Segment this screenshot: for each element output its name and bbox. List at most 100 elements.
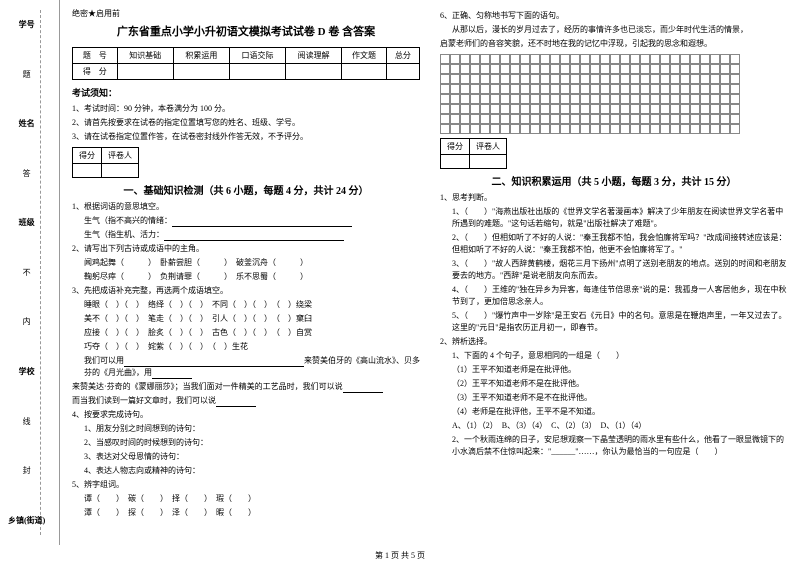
blank[interactable]: [172, 218, 352, 227]
q1-5b: 潭（ ） 探（ ） 泽（ ） 暇（ ）: [72, 507, 420, 519]
q2-1: 1、思考判断。: [440, 192, 788, 204]
q2-1c: 3、（ ）"故人西辞黄鹤楼，烟花三月下扬州"点明了送别老朋友的地点。送别的时间和…: [440, 258, 788, 282]
q1-3b: 美不（ ）（ ） 笔走（ ）（ ） 引人（ ）（ ） （ ）窠臼: [72, 313, 420, 325]
part2-title: 二、知识积累运用（共 5 小题，每题 3 分，共计 15 分）: [440, 173, 788, 188]
q2-1a: 1、（ ）"海燕出版社出版的《世界文学名著漫画本》解决了少年朋友在阅读世界文学名…: [440, 206, 788, 230]
q1-4b: 2、当感叹时间的时候想到的诗句：: [72, 437, 420, 449]
q1-3g-text: 来赞美达·芬奇的《蒙娜丽莎》；当我们面对一件精美的工艺品时，我们可以说: [72, 382, 343, 391]
notice-2: 2、请首先按要求在试卷的指定位置填写您的姓名、班级、学号。: [72, 117, 420, 129]
q1-1: 1、根据词语的意思填空。: [72, 201, 420, 213]
q2-2: 2、辨析选择。: [440, 336, 788, 348]
margin-char-nei: 内: [23, 316, 31, 327]
score-row-label: 得 分: [73, 64, 118, 80]
margin-xuehao: 学号: [19, 19, 35, 30]
q1-1b: 生气（指生机、活力：: [72, 229, 420, 241]
q2-2c: （2）王平不知道老师不是在批评他。: [440, 378, 788, 390]
q1-3d: 巧夺（ ）（ ） 姹紫（ ）（ ） （ ）生花: [72, 341, 420, 353]
blank[interactable]: [164, 232, 344, 241]
score-cell[interactable]: [173, 64, 229, 80]
grade-cell[interactable]: [470, 155, 507, 169]
margin-char-ti: 题: [23, 69, 31, 80]
q1-2a: 闻鸡起舞（ ） 卧薪尝胆（ ） 破釜沉舟（ ）: [72, 257, 420, 269]
q2-1e: 5、（ ）"爆竹声中一岁除"是王安石《元日》中的名句。意思是在鞭炮声里，一年又过…: [440, 310, 788, 334]
margin-labels: 学号 题 姓名 答 班级 不 内 学校 线 封 乡镇(街道): [8, 0, 45, 545]
seal-text: 绝密★启用前: [72, 8, 420, 19]
margin-char-da: 答: [23, 168, 31, 179]
score-cell[interactable]: [117, 64, 173, 80]
margin-xiangzhen: 乡镇(街道): [8, 515, 45, 526]
q2-2a: 1、下面的 4 个句子，意思相同的一组是（ ）: [440, 350, 788, 362]
notice-3: 3、请在试卷指定位置作答，在试卷密封线外作答无效，不予评分。: [72, 131, 420, 143]
page-footer: 第 1 页 共 5 页: [0, 550, 800, 561]
score-h1: 知识基础: [117, 48, 173, 64]
notice-1: 1、考试时间：90 分钟，本卷满分为 100 分。: [72, 103, 420, 115]
q1-2: 2、请写出下列古诗或成语中的主角。: [72, 243, 420, 255]
grade-score-label: 得分: [73, 148, 102, 164]
left-column: 绝密★启用前 广东省重点小学小升初语文模拟考试试卷 D 卷 含答案 题 号 知识…: [72, 8, 420, 545]
q1-1a: 生气（指不高兴的情绪：: [72, 215, 420, 227]
q2-2f: A、（1）（2） B、（3）（4） C、（2）（3） D、（1）（4）: [440, 420, 788, 432]
margin-char-xian: 线: [23, 416, 31, 427]
score-cell[interactable]: [286, 64, 342, 80]
q1-3h-text: 而当我们读到一篇好文章时，我们可以说: [72, 396, 216, 405]
margin-char-feng: 封: [23, 465, 31, 476]
q1-3c: 应接（ ）（ ） 脍炙（ ）（ ） 古色（ ）（ ） （ ）自赏: [72, 327, 420, 339]
q2-2g: 2、一个秋雨连绵的日子，安尼想观察一下晶莹透明的雨水里有些什么，他看了一眼显微镜…: [440, 434, 788, 458]
margin-banji: 班级: [19, 217, 35, 228]
grade-marker-label: 评卷人: [470, 139, 507, 155]
q2-2b: （1）王平不知道老师是在批评他。: [440, 364, 788, 376]
q2-1d: 4、（ ）王维的"独在异乡为异客，每逢佳节倍思亲"说的是：我孤身一人客居他乡，现…: [440, 284, 788, 308]
binding-margin: 学号 题 姓名 答 班级 不 内 学校 线 封 乡镇(街道): [0, 0, 60, 545]
score-h2: 积累运用: [173, 48, 229, 64]
q2-2e: （4）老师是在批评他，王平不是不知道。: [440, 406, 788, 418]
grade-cell[interactable]: [441, 155, 470, 169]
q2-6: 6、正确、匀称地书写下面的语句。: [440, 10, 788, 22]
part1-title: 一、基础知识检测（共 6 小题，每题 4 分，共计 24 分）: [72, 182, 420, 197]
exam-title: 广东省重点小学小升初语文模拟考试试卷 D 卷 含答案: [72, 23, 420, 39]
score-cell[interactable]: [342, 64, 387, 80]
score-h3: 口语交际: [229, 48, 285, 64]
score-cell[interactable]: [386, 64, 419, 80]
q1-3h: 而当我们读到一篇好文章时，我们可以说: [72, 395, 420, 407]
score-table: 题 号 知识基础 积累运用 口语交际 阅读理解 作文题 总分 得 分: [72, 47, 420, 80]
blank[interactable]: [152, 370, 192, 379]
q2-1b: 2、（ ）但相如听了不好的人说："秦王我都不怕，我会怕廉将军吗？"改成间接转述应…: [440, 232, 788, 256]
q1-3a: 睡眼（ ）（ ） 络绎（ ）（ ） 不同（ ）（ ） （ ）绕梁: [72, 299, 420, 311]
q2-2d: （3）王平不知道老师不是不在批评他。: [440, 392, 788, 404]
margin-xingming: 姓名: [19, 118, 35, 129]
score-h5: 作文题: [342, 48, 387, 64]
q2-6a: 从那以后，漫长的岁月过去了，经历的事情许多也已淡忘，而少年时代生活的情景，: [440, 24, 788, 36]
q1-3g: 来赞美达·芬奇的《蒙娜丽莎》；当我们面对一件精美的工艺品时，我们可以说: [72, 381, 420, 393]
q1-1a-text: 生气（指不高兴的情绪：: [84, 216, 172, 225]
q1-4c: 3、表达对父母恩情的诗句：: [72, 451, 420, 463]
notice-head: 考试须知：: [72, 86, 420, 99]
margin-xuexiao: 学校: [19, 366, 35, 377]
grade-score-label: 得分: [441, 139, 470, 155]
right-column: 6、正确、匀称地书写下面的语句。 从那以后，漫长的岁月过去了，经历的事情许多也已…: [440, 8, 788, 545]
score-h0: 题 号: [73, 48, 118, 64]
margin-char-bu: 不: [23, 267, 31, 278]
q1-1b-text: 生气（指生机、活力：: [84, 230, 164, 239]
q1-4d: 4、表达人物志向或精神的诗句：: [72, 465, 420, 477]
q1-4a: 1、朋友分别之时间想到的诗句：: [72, 423, 420, 435]
grade-box-1: 得分 评卷人: [72, 147, 139, 178]
writing-grid[interactable]: [440, 54, 788, 134]
q1-2b: 鞠躬尽瘁（ ） 负荆请罪（ ） 乐不思蜀（ ）: [72, 271, 420, 283]
grade-cell[interactable]: [102, 164, 139, 178]
q1-5: 5、辨字组词。: [72, 479, 420, 491]
grade-box-2: 得分 评卷人: [440, 138, 507, 169]
q1-3e: 我们可以用来赞美伯牙的《高山流水》、贝多芬的《月光曲》，用: [72, 355, 420, 379]
blank[interactable]: [216, 398, 256, 407]
blank[interactable]: [343, 384, 383, 393]
score-h4: 阅读理解: [286, 48, 342, 64]
q2-6b: 启蒙老师们的音容笑貌，还不时地在我的记忆中浮现，引起我的思念和遐想。: [440, 38, 788, 50]
score-cell[interactable]: [229, 64, 285, 80]
grade-cell[interactable]: [73, 164, 102, 178]
q1-4: 4、按要求完成诗句。: [72, 409, 420, 421]
blank[interactable]: [124, 358, 304, 367]
q1-3: 3、先把成语补充完整，再选两个成语填空。: [72, 285, 420, 297]
grade-marker-label: 评卷人: [102, 148, 139, 164]
q1-5a: 谭（ ） 碳（ ） 择（ ） 瑕（ ）: [72, 493, 420, 505]
q1-3e-text: 我们可以用: [84, 356, 124, 365]
score-h6: 总分: [386, 48, 419, 64]
